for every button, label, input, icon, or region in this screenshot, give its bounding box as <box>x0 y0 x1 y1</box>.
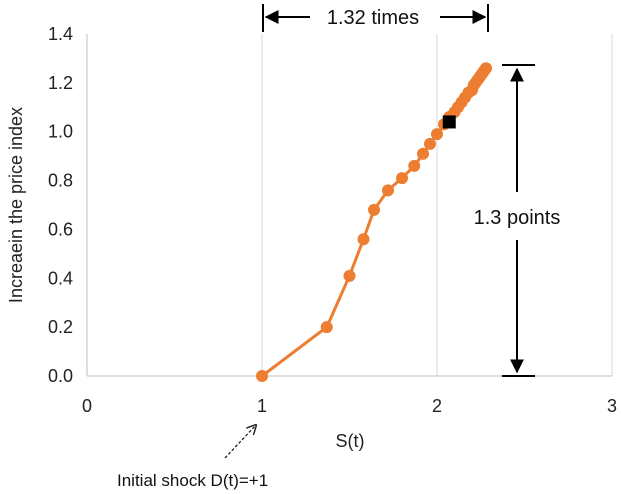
x-tick-labels: 0 1 2 3 <box>82 396 617 416</box>
points-label-box <box>455 199 579 233</box>
data-point <box>424 137 436 150</box>
data-point <box>357 233 370 246</box>
gridlines <box>261 34 613 376</box>
times-label: 1.32 times <box>327 7 419 29</box>
data-point <box>408 159 421 172</box>
x-tick-label: 1 <box>257 396 267 416</box>
data-point <box>431 128 443 141</box>
y-tick-label: 0.6 <box>48 219 73 239</box>
x-axis-title: S(t) <box>336 431 365 451</box>
shock-annotation: Initial shock D(t)=+1 <box>117 425 268 490</box>
x-tick-label: 0 <box>82 396 92 416</box>
y-tick-label: 0.8 <box>48 171 73 191</box>
highlight-point <box>442 115 456 129</box>
points-label: 1.3 points <box>474 207 561 229</box>
data-point <box>396 172 408 185</box>
y-tick-label: 0.0 <box>48 366 73 386</box>
data-point <box>368 203 380 216</box>
shock-arrow <box>224 425 256 459</box>
x-tick-label: 2 <box>432 396 442 416</box>
y-tick-label: 1.0 <box>48 122 73 142</box>
times-annotation: 1.32 times <box>262 4 489 32</box>
y-tick-label: 1.2 <box>48 73 73 93</box>
highlight-layer <box>442 115 456 129</box>
y-axis-title: Increaein the price index <box>6 107 26 303</box>
data-point <box>382 184 394 197</box>
series-layer <box>256 62 492 382</box>
data-point <box>320 321 333 334</box>
shock-label: Initial shock D(t)=+1 <box>117 471 268 490</box>
x-tick-label: 3 <box>607 396 617 416</box>
y-tick-labels: 0.0 0.2 0.4 0.6 0.8 1.0 1.2 1.4 <box>48 24 73 386</box>
data-point <box>480 62 492 75</box>
data-point <box>256 370 268 382</box>
data-point <box>417 147 429 160</box>
data-point <box>343 269 356 282</box>
y-tick-label: 0.4 <box>48 268 73 288</box>
y-tick-label: 0.2 <box>48 317 73 337</box>
y-tick-label: 1.4 <box>48 24 73 44</box>
points-annotation: 1.3 points <box>455 64 579 377</box>
